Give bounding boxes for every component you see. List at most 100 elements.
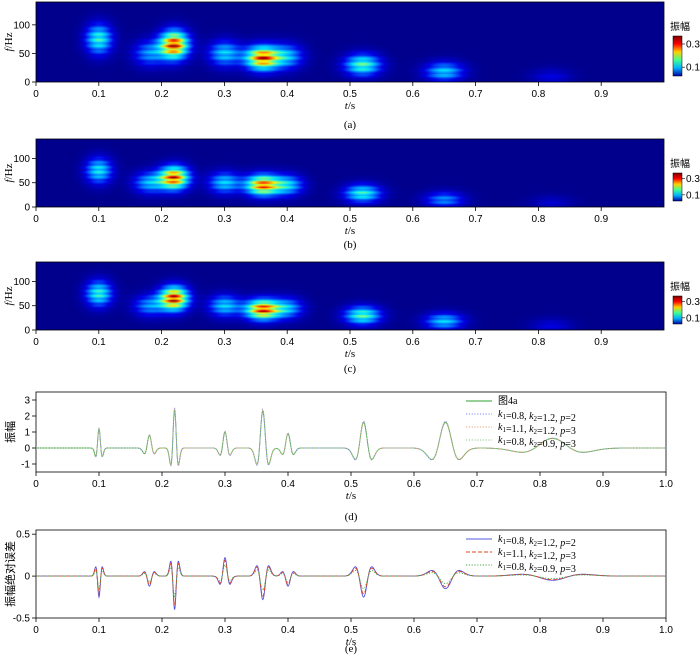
panel-caption: (b) <box>344 239 357 251</box>
legend-label: k1=0.8, k2=1.2, p=2 <box>498 534 576 549</box>
y-tick-label: 100 <box>13 154 30 165</box>
colorbar-title: 振幅 <box>670 280 690 293</box>
panel-caption: (a) <box>344 119 357 131</box>
x-axis-label: t/s <box>345 100 355 112</box>
y-tick-label: -1 <box>21 460 30 471</box>
legend-label: k1=1.1, k2=1.2, p=3 <box>498 422 576 437</box>
x-tick-label: 0.6 <box>406 337 420 348</box>
y-tick-label: 0 <box>24 326 30 337</box>
colorbar <box>672 35 683 77</box>
y-tick-label: 3 <box>24 396 30 407</box>
colorbar <box>672 295 683 325</box>
y-tick-label: 2 <box>24 412 30 423</box>
x-tick-label: 0 <box>33 625 39 636</box>
y-tick-label: 100 <box>13 20 30 31</box>
x-tick-label: 0.8 <box>531 337 545 348</box>
colorbar-tick-label: 0.1 <box>686 190 700 201</box>
y-tick-label: 0 <box>24 78 30 89</box>
x-tick-label: 0.4 <box>281 625 295 636</box>
x-tick-label: 0.3 <box>218 479 232 490</box>
series-line <box>36 564 666 598</box>
y-axis-label: f/Hz <box>3 32 15 51</box>
panel-caption: (d) <box>345 511 358 523</box>
x-tick-label: 0.5 <box>343 337 357 348</box>
x-tick-label: 0.4 <box>280 214 294 225</box>
x-tick-label: 0.7 <box>469 214 483 225</box>
x-tick-label: 0.9 <box>594 89 608 100</box>
x-tick-label: 0.9 <box>596 625 610 636</box>
panel-caption: (e) <box>345 643 358 655</box>
x-tick-label: 0 <box>33 479 39 490</box>
y-tick-label: 50 <box>19 49 31 60</box>
x-tick-label: 0.1 <box>92 479 106 490</box>
x-tick-label: 0 <box>33 89 39 100</box>
colorbar-tick-label: 0.1 <box>686 63 700 74</box>
y-axis-label: 振幅 <box>3 421 17 443</box>
legend-label: 图4a <box>498 395 518 407</box>
y-axis-label: f/Hz <box>3 163 15 182</box>
x-tick-label: 0.8 <box>533 479 547 490</box>
y-tick-label: 50 <box>19 178 31 189</box>
legend-label: k1=0.8, k2=1.2, p=2 <box>498 409 576 424</box>
colorbar-tick-label: 0.3 <box>686 174 700 185</box>
x-tick-label: 0.9 <box>596 479 610 490</box>
x-tick-label: 0.7 <box>469 89 483 100</box>
x-tick-label: 0.3 <box>217 214 231 225</box>
x-tick-label: 0.9 <box>594 214 608 225</box>
x-tick-label: 0.2 <box>155 89 169 100</box>
x-tick-label: 1.0 <box>659 625 673 636</box>
x-tick-label: 0.1 <box>92 337 106 348</box>
x-tick-label: 0.6 <box>406 89 420 100</box>
y-tick-label: 100 <box>13 277 30 288</box>
x-tick-label: 0.1 <box>92 625 106 636</box>
x-tick-label: 0.7 <box>470 479 484 490</box>
y-axis-label: 振幅绝对误差 <box>3 541 17 607</box>
x-tick-label: 0.1 <box>92 214 106 225</box>
y-axis-label: f/Hz <box>3 286 15 305</box>
x-axis-label: t/s <box>346 490 356 502</box>
x-tick-label: 0.6 <box>407 479 421 490</box>
y-tick-label: 0 <box>24 444 30 455</box>
colorbar-title: 振幅 <box>670 157 690 170</box>
x-tick-label: 0.8 <box>531 89 545 100</box>
x-tick-label: 0.6 <box>406 214 420 225</box>
x-tick-label: 0.5 <box>344 479 358 490</box>
series-line <box>36 559 666 605</box>
colorbar-tick-label: 0.3 <box>686 40 700 51</box>
x-tick-label: 0.1 <box>92 89 106 100</box>
y-tick-label: 1 <box>24 428 30 439</box>
x-axis-label: t/s <box>345 348 355 360</box>
plot-frame <box>35 391 667 473</box>
x-tick-label: 0.5 <box>343 214 357 225</box>
x-tick-label: 0.7 <box>470 625 484 636</box>
x-tick-label: 0.2 <box>155 214 169 225</box>
colorbar-tick-label: 0.3 <box>686 297 700 308</box>
legend-label: k1=0.8, k2=0.9, p=3 <box>498 560 576 575</box>
x-tick-label: 0.6 <box>407 625 421 636</box>
time-frequency-map <box>36 139 664 207</box>
colorbar <box>672 172 683 202</box>
x-tick-label: 0 <box>33 337 39 348</box>
time-frequency-map <box>36 262 664 330</box>
x-tick-label: 0.2 <box>155 625 169 636</box>
x-tick-label: 0.4 <box>281 479 295 490</box>
x-tick-label: 0.5 <box>343 89 357 100</box>
y-tick-label: -0.5 <box>13 614 31 625</box>
x-tick-label: 0 <box>33 214 39 225</box>
x-axis-label: t/s <box>345 225 355 237</box>
x-tick-label: 0.3 <box>217 89 231 100</box>
x-tick-label: 0.5 <box>344 625 358 636</box>
x-tick-label: 0.4 <box>280 89 294 100</box>
panel-caption: (c) <box>344 363 357 375</box>
x-tick-label: 0.7 <box>469 337 483 348</box>
time-frequency-map <box>36 2 664 82</box>
x-tick-label: 0.3 <box>217 337 231 348</box>
x-tick-label: 0.8 <box>533 625 547 636</box>
colorbar-tick-label: 0.1 <box>686 313 700 324</box>
